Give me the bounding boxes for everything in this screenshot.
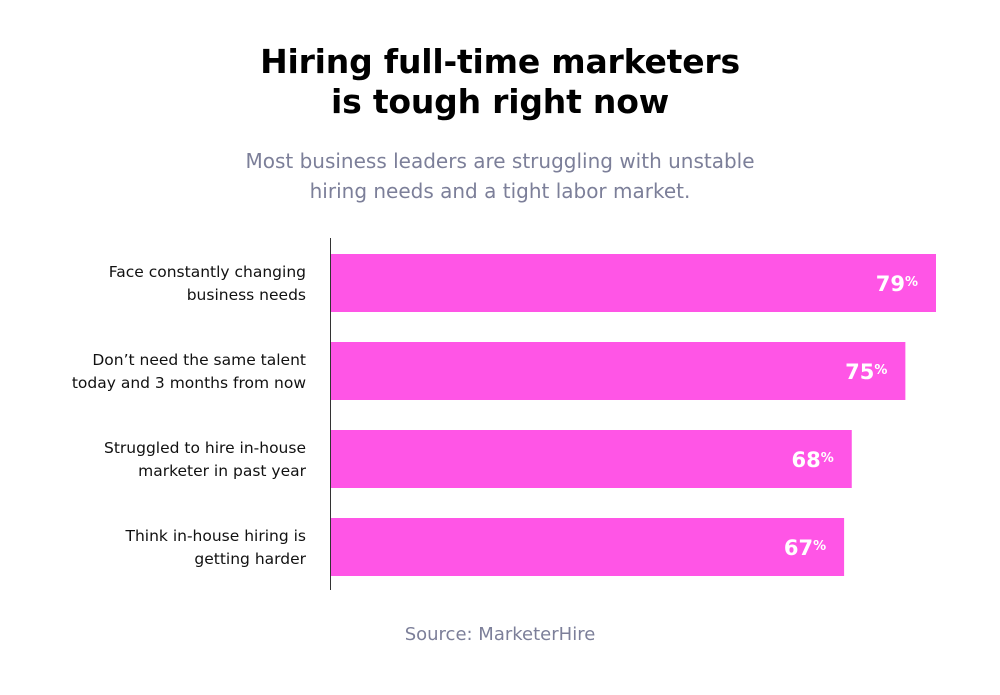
data-label: 67% <box>784 536 826 560</box>
category-label-line: Face constantly changing <box>109 263 306 281</box>
data-label-number: 67 <box>784 536 813 560</box>
chart-title: Hiring full-time marketers is tough righ… <box>0 42 1000 122</box>
chart-title-line-1: Hiring full-time marketers <box>260 42 740 81</box>
bar <box>331 518 845 576</box>
data-label: 75% <box>845 360 887 384</box>
data-label-unit: % <box>813 539 826 554</box>
data-label: 79% <box>876 272 918 296</box>
category-label-line: business needs <box>187 286 306 304</box>
category-label: Face constantly changing business needs <box>109 263 306 304</box>
data-label-number: 75 <box>845 360 874 384</box>
bar <box>331 342 906 400</box>
category-label: Think in-house hiring is getting harder <box>125 527 307 568</box>
category-label-line: Struggled to hire in-house <box>104 439 306 457</box>
data-label-unit: % <box>821 451 834 466</box>
category-label: Don’t need the same talent today and 3 mo… <box>72 351 306 392</box>
category-label-line: getting harder <box>194 550 306 568</box>
bar <box>331 254 936 312</box>
chart-subtitle-line-1: Most business leaders are struggling wit… <box>245 149 755 173</box>
data-label-unit: % <box>905 275 918 290</box>
data-label-number: 79 <box>876 272 905 296</box>
source-note: Source: MarketerHire <box>404 624 596 645</box>
data-label-number: 68 <box>791 448 820 472</box>
chart-subtitle-line-2: hiring needs and a tight labor market. <box>309 179 691 203</box>
category-label-line: Think in-house hiring is <box>125 527 307 545</box>
data-label-unit: % <box>874 363 887 378</box>
category-label-line: Don’t need the same talent <box>92 351 306 369</box>
category-label-line: today and 3 months from now <box>72 374 306 392</box>
category-label: Struggled to hire in-house marketer in pa… <box>104 439 307 480</box>
category-label-line: marketer in past year <box>138 462 307 480</box>
data-label: 68% <box>791 448 833 472</box>
chart-subtitle: Most business leaders are struggling wit… <box>0 146 1000 206</box>
bar <box>331 430 852 488</box>
chart-title-line-2: is tough right now <box>330 82 669 121</box>
